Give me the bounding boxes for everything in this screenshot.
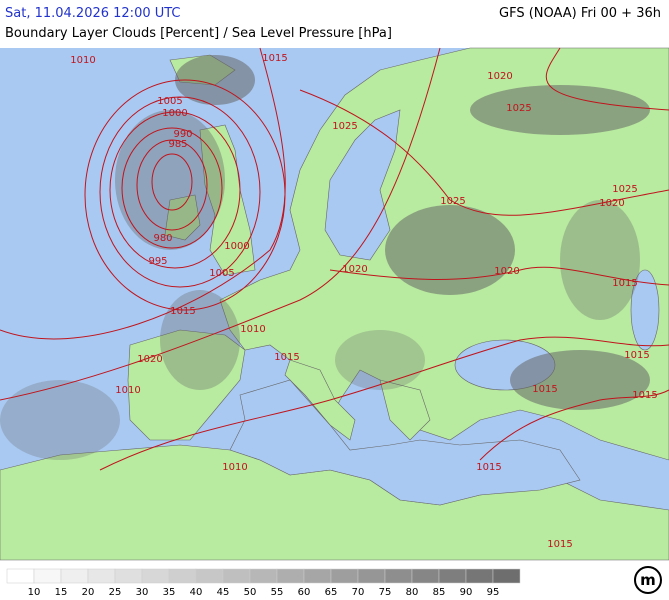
isobar-label: 1015	[476, 462, 501, 473]
valid-time: Sat, 11.04.2026 12:00 UTC	[5, 6, 181, 21]
isobar-label: 1015	[612, 278, 637, 289]
legend-label: 25	[109, 587, 122, 598]
legend-swatch	[357, 568, 386, 584]
isobar-label: 1015	[624, 350, 649, 361]
legend-swatch	[276, 568, 305, 584]
legend-swatch	[60, 568, 89, 584]
legend-label: 85	[433, 587, 446, 598]
isobar-label: 980	[153, 233, 172, 244]
legend-label: 50	[244, 587, 257, 598]
legend-label: 80	[406, 587, 419, 598]
isobar-label: 1015	[632, 390, 657, 401]
model-run: GFS (NOAA) Fri 00 + 36h	[499, 6, 661, 21]
legend-swatch	[168, 568, 197, 584]
isobar-label: 1020	[342, 264, 367, 275]
legend-label: 95	[487, 587, 500, 598]
isobar-label: 1020	[494, 266, 519, 277]
isobar-label: 1025	[440, 196, 465, 207]
legend-swatch	[6, 568, 35, 584]
legend-label: 60	[298, 587, 311, 598]
legend-swatch	[330, 568, 359, 584]
legend-swatch	[33, 568, 62, 584]
legend-label: 65	[325, 587, 338, 598]
inland-seas	[229, 109, 660, 506]
legend-swatch	[492, 568, 521, 584]
legend-swatch	[465, 568, 494, 584]
legend-swatch	[114, 568, 143, 584]
isobar-label: 1025	[612, 184, 637, 195]
legend-swatch	[249, 568, 278, 584]
legend-swatch	[87, 568, 116, 584]
isobar-label: 985	[168, 139, 187, 150]
isobar-label: 1005	[157, 96, 182, 107]
legend-label: 15	[55, 587, 68, 598]
logo: m	[640, 571, 656, 589]
isobar-label: 1015	[274, 352, 299, 363]
isobar-labels: 1010 101510201025100510009909851025102510…	[70, 53, 657, 550]
legend-label: 40	[190, 587, 203, 598]
legend-swatch	[303, 568, 332, 584]
map-subtitle: Boundary Layer Clouds [Percent] / Sea Le…	[5, 26, 392, 41]
isobars	[0, 47, 669, 471]
isobar-label: 1010	[222, 462, 247, 473]
isobar-label: 1015	[532, 384, 557, 395]
legend-label: 35	[163, 587, 176, 598]
legend-swatch	[411, 568, 440, 584]
legend-swatch	[438, 568, 467, 584]
legend-swatch	[141, 568, 170, 584]
legend: 10 15 20 25 30 35 40 45 50 55 60 65 70 75 80 85 90 95	[6, 568, 521, 598]
isobar-label: 1020	[599, 198, 624, 209]
isobar-label: 1025	[506, 103, 531, 114]
isobar-label: 1015	[262, 53, 287, 64]
isobar-label: 990	[173, 129, 192, 140]
legend-label: 55	[271, 587, 284, 598]
isobar-label: 1015	[170, 306, 195, 317]
isobar-label: 1015	[547, 539, 572, 550]
isobar-label: 1010	[70, 55, 95, 66]
isobar-label: 995	[148, 256, 167, 267]
isobar-label: 1000	[162, 108, 187, 119]
isobar-label: 1000	[224, 241, 249, 252]
legend-label: 10	[28, 587, 41, 598]
isobar-label: 1005	[209, 268, 234, 279]
legend-label: 30	[136, 587, 149, 598]
legend-label: 45	[217, 587, 230, 598]
legend-label: 75	[379, 587, 392, 598]
legend-swatch	[384, 568, 413, 584]
logo-ring	[634, 566, 662, 594]
legend-swatch	[195, 568, 224, 584]
legend-label: 90	[460, 587, 473, 598]
legend-label: 20	[82, 587, 95, 598]
legend-swatch	[222, 568, 251, 584]
isobar-label: 1025	[332, 121, 357, 132]
isobar-label: 1020	[137, 354, 162, 365]
isobar-label: 1020	[487, 71, 512, 82]
legend-label: 70	[352, 587, 365, 598]
isobar-label: 1010	[115, 385, 140, 396]
isobar-label: 1010	[240, 324, 265, 335]
